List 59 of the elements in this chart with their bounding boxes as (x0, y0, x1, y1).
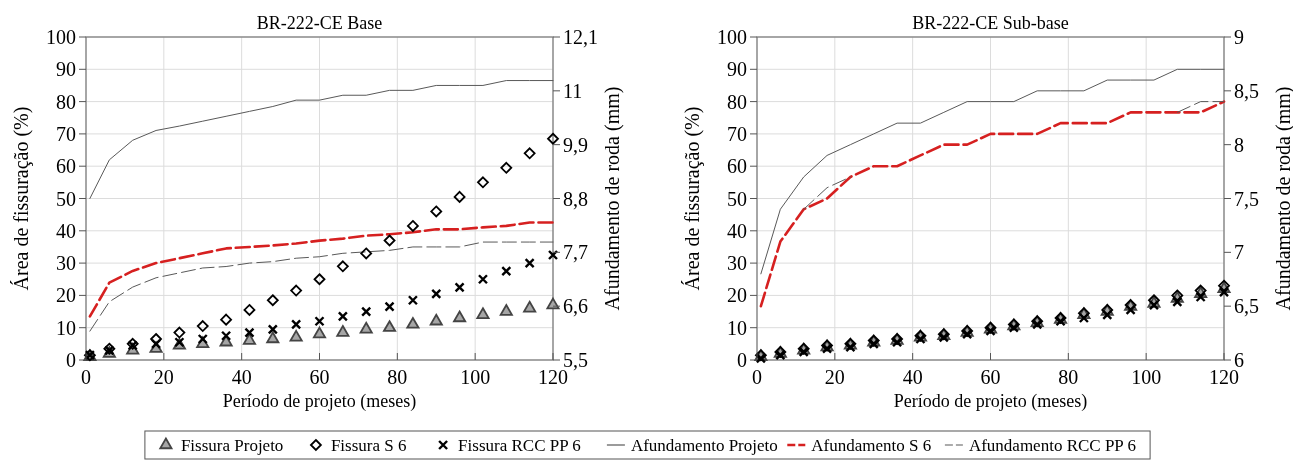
y2-tick-label: 7 (1234, 241, 1244, 264)
y2-axis-title: Afundamento de roda (mm) (601, 86, 624, 311)
y-tick-label: 40 (727, 219, 747, 242)
x-axis-title: Período de projeto (meses) (893, 391, 1088, 412)
chart-title: BR-222-CE Sub-base (912, 13, 1069, 33)
x-tick-label: 0 (81, 366, 91, 388)
x-tick-label: 40 (231, 366, 252, 388)
y2-tick-label: 6,6 (563, 295, 588, 318)
y-tick-label: 10 (56, 316, 76, 339)
legend-label: Fissura Projeto (180, 435, 284, 455)
x-axis-title: Período de projeto (meses) (222, 391, 417, 412)
y-tick-label: 50 (56, 187, 76, 210)
y-axis-title: Área de fissuração (%) (10, 106, 33, 291)
y-axis-title: Área de fissuração (%) (681, 106, 704, 291)
y-tick-label: 20 (727, 284, 747, 307)
y-tick-label: 60 (727, 155, 747, 178)
legend-label: Afundamento Projeto (630, 435, 778, 455)
y-tick-label: 70 (56, 122, 76, 145)
y-tick-label: 0 (737, 349, 747, 371)
y2-tick-label: 8,8 (563, 187, 588, 210)
y2-tick-label: 8 (1234, 133, 1244, 156)
legend-label: Fissura RCC PP 6 (458, 435, 581, 455)
y-tick-label: 50 (727, 187, 747, 210)
x-tick-label: 0 (752, 366, 762, 388)
legend-label: Fissura S 6 (330, 435, 407, 455)
legend-label: Afundamento RCC PP 6 (968, 435, 1136, 455)
y2-tick-label: 9,9 (563, 133, 588, 156)
y-tick-label: 0 (66, 349, 76, 371)
y2-tick-label: 7,5 (1234, 187, 1259, 210)
y-tick-label: 10 (727, 316, 747, 339)
y-tick-label: 90 (56, 58, 76, 81)
x-tick-label: 80 (1058, 366, 1079, 388)
y-tick-label: 80 (727, 90, 747, 113)
x-tick-label: 80 (387, 366, 408, 388)
y2-tick-label: 6,5 (1234, 295, 1259, 318)
x-tick-label: 100 (1131, 366, 1162, 388)
x-tick-label: 20 (153, 366, 174, 388)
y2-tick-label: 9 (1234, 26, 1244, 48)
y-tick-label: 60 (56, 155, 76, 178)
y-tick-label: 70 (727, 122, 747, 145)
y-tick-label: 30 (56, 252, 76, 275)
y-tick-label: 100 (46, 26, 76, 48)
y-tick-label: 90 (727, 58, 747, 81)
y-tick-label: 80 (56, 90, 76, 113)
y2-tick-label: 11 (563, 79, 583, 102)
x-tick-label: 20 (824, 366, 845, 388)
x-tick-label: 60 (309, 366, 330, 388)
x-tick-label: 60 (980, 366, 1001, 388)
y2-tick-label: 7,7 (563, 241, 588, 264)
y-tick-label: 40 (56, 219, 76, 242)
x-tick-label: 100 (460, 366, 491, 388)
y-tick-label: 30 (727, 252, 747, 275)
x-tick-label: 40 (902, 366, 923, 388)
chart-title: BR-222-CE Base (256, 13, 383, 33)
y2-tick-label: 8,5 (1234, 79, 1259, 102)
legend-label: Afundamento S 6 (811, 435, 932, 455)
y-tick-label: 20 (56, 284, 76, 307)
y2-tick-label: 12,1 (563, 26, 598, 48)
y-tick-label: 100 (717, 26, 747, 48)
